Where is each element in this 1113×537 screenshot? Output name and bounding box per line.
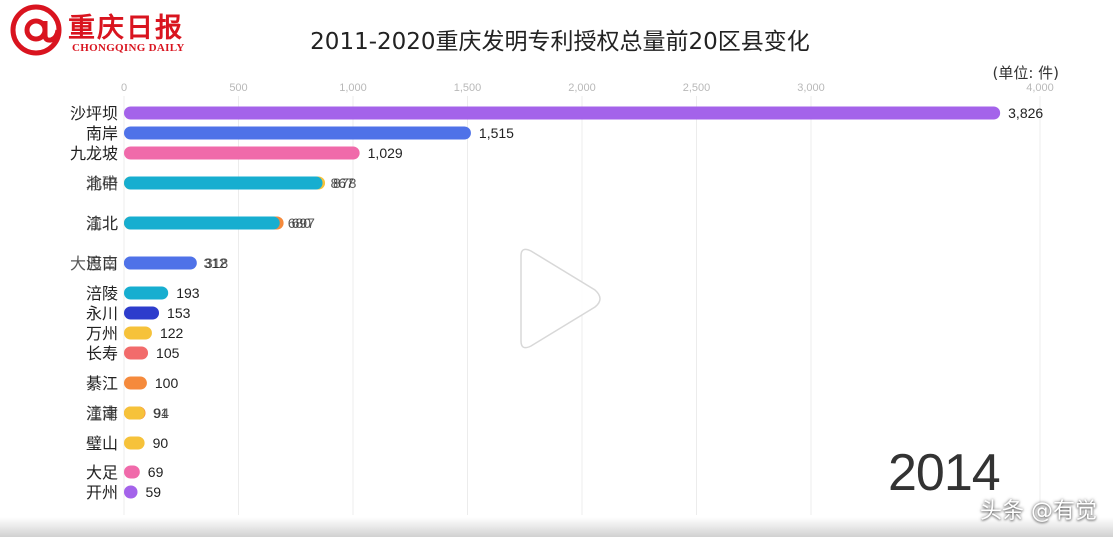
category-label: 大渡口 [70,254,118,273]
category-label: 璧山 [86,434,118,453]
value-label: 69 [148,464,164,480]
x-tick-label: 3,000 [797,82,825,94]
video-bottom-shade [0,517,1113,537]
category-label: 潼南 [86,404,118,423]
category-label: 江北 [86,214,118,233]
value-label: 91 [153,405,169,421]
value-label: 153 [167,305,191,321]
x-tick-label: 500 [229,82,247,94]
bar [124,286,169,300]
value-label: 867 [331,175,355,191]
brand-name-en: CHONGQING DAILY [72,42,185,54]
bar [124,176,323,190]
bar [124,485,138,499]
bar [124,306,160,320]
bar [124,216,280,230]
value-label: 697 [292,215,316,231]
value-label: 122 [160,325,184,341]
bar [124,436,145,450]
category-label: 渝中 [86,174,118,193]
chart-title: 2011-2020重庆发明专利授权总量前20区县变化 [310,29,810,55]
category-label: 长寿 [86,344,118,363]
category-label: 九龙坡 [70,144,118,163]
value-label: 100 [155,375,179,391]
category-label: 北碚 [86,174,118,193]
x-tick-label: 2,500 [683,82,711,94]
value-label: 318 [205,255,229,271]
x-tick-label: 1,500 [454,82,482,94]
category-label: 永川 [86,304,118,323]
category-label: 綦江 [86,374,118,393]
year-counter: 2014 [888,444,1001,502]
x-tick-label: 4,000 [1026,82,1054,94]
bar [124,146,360,160]
value-label: 680 [288,215,312,231]
x-tick-label: 2,000 [568,82,596,94]
category-label: 万州 [86,324,118,343]
bar [124,465,140,479]
brand-name-cn: 重庆日报 [68,13,184,44]
value-label: 59 [146,484,162,500]
at-logo-icon [10,4,62,56]
bar [124,256,196,270]
play-icon[interactable] [507,244,607,354]
bar [124,126,471,140]
category-label: 沙坪坝 [70,104,118,123]
value-label: 94 [154,405,170,421]
value-label: 1,515 [479,125,514,141]
value-label: 312 [203,255,227,271]
category-label: 开州 [86,483,118,502]
category-label: 大足 [86,463,118,482]
bar [124,406,145,420]
bar [124,326,152,340]
category-label: 涪陵 [86,284,118,303]
value-label: 105 [156,345,180,361]
category-label: 南岸 [86,124,118,143]
category-label: 巴南 [86,254,118,273]
category-label: 江津 [86,404,118,423]
bar [124,106,1001,120]
x-tick-label: 1,000 [339,82,367,94]
bar [124,376,147,390]
x-tick-label: 0 [121,82,127,94]
value-label: 1,029 [368,145,403,161]
watermark-text: 头条 @有觉 [980,499,1097,524]
bar [124,346,149,360]
value-label: 878 [333,175,357,191]
value-label: 3,826 [1008,105,1043,121]
value-label: 193 [176,285,200,301]
category-label: 渝北 [86,214,118,233]
value-label: 90 [153,435,169,451]
chongqing-daily-logo: 重庆日报 CHONGQING DAILY [10,4,190,60]
unit-label: (单位: 件) [992,64,1059,82]
